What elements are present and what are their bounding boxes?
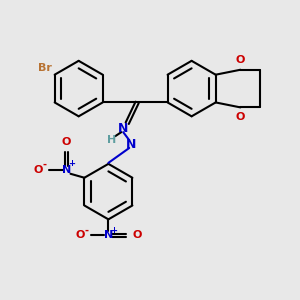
Text: O: O	[75, 230, 85, 240]
Text: -: -	[43, 160, 47, 170]
Text: O: O	[62, 137, 71, 147]
Text: O: O	[236, 112, 245, 122]
Text: O: O	[132, 230, 142, 240]
Text: N: N	[126, 138, 136, 151]
Text: N: N	[62, 165, 71, 175]
Text: O: O	[236, 55, 245, 65]
Text: N: N	[118, 122, 128, 135]
Text: Br: Br	[38, 63, 52, 73]
Text: +: +	[68, 159, 75, 168]
Text: O: O	[33, 165, 43, 175]
Text: -: -	[85, 225, 88, 235]
Text: +: +	[110, 226, 117, 235]
Text: N: N	[104, 230, 113, 240]
Text: H: H	[107, 135, 116, 145]
